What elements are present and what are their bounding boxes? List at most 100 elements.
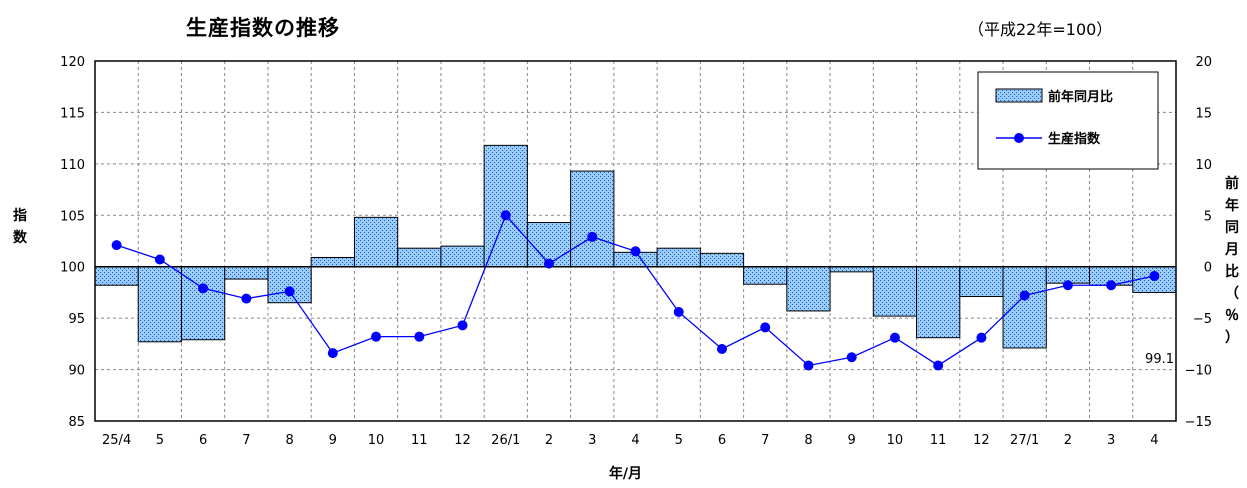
y2-tick-label: −5 — [1193, 312, 1212, 327]
index-point — [630, 246, 641, 257]
x-tick-label: 9 — [329, 433, 337, 448]
index-point — [673, 306, 684, 317]
x-tick-label: 11 — [411, 433, 428, 448]
y2-tick-label: 5 — [1204, 209, 1212, 224]
x-tick-label: 8 — [804, 433, 812, 448]
chart-subtitle: （平成22年=100） — [968, 20, 1113, 39]
bar — [699, 252, 745, 268]
index-point — [111, 240, 122, 251]
x-tick-label: 2 — [1064, 433, 1072, 448]
x-tick-label: 10 — [368, 433, 385, 448]
legend-bar-swatch — [995, 88, 1043, 103]
x-tick-label: 2 — [545, 433, 553, 448]
index-point — [803, 360, 814, 371]
legend-line-marker — [1014, 133, 1024, 143]
plot-frame — [94, 60, 1177, 422]
x-tick-label: 27/1 — [1010, 433, 1039, 448]
legend-bar-label: 前年同月比 — [1048, 89, 1113, 105]
legend-box — [977, 71, 1159, 170]
y2-tick-label: 15 — [1195, 106, 1212, 121]
index-point — [976, 332, 987, 343]
legend-line-label: 生産指数 — [1048, 131, 1101, 147]
x-tick-label: 9 — [848, 433, 856, 448]
bar — [872, 266, 918, 317]
y2-axis-title-char: ％ — [1225, 308, 1239, 324]
y2-axis-title-char: 同 — [1225, 220, 1239, 236]
y2-tick-label: −15 — [1185, 415, 1212, 430]
y2-axis-title-char: （ — [1225, 286, 1239, 302]
x-tick-label: 10 — [887, 433, 904, 448]
bar — [94, 266, 139, 286]
x-tick-label: 11 — [930, 433, 947, 448]
index-point — [414, 331, 425, 342]
index-point — [1106, 280, 1117, 291]
index-point — [544, 258, 555, 269]
y2-axis-title-char: 前 — [1225, 175, 1239, 192]
y-tick-label: 100 — [60, 261, 85, 276]
bar — [267, 266, 312, 304]
bar — [916, 266, 961, 339]
bar — [353, 216, 399, 268]
x-tick-label: 4 — [631, 433, 639, 448]
y-tick-label: 110 — [60, 158, 85, 173]
index-point — [760, 322, 771, 333]
y2-tick-label: 10 — [1195, 158, 1212, 173]
bar — [310, 256, 355, 268]
y2-tick-label: 0 — [1204, 261, 1212, 276]
y-tick-label: 105 — [60, 209, 85, 224]
x-tick-label: 5 — [675, 433, 683, 448]
x-tick-label: 8 — [285, 433, 293, 448]
bar — [829, 266, 874, 273]
index-point — [716, 344, 727, 354]
index-point — [500, 210, 511, 221]
y-tick-label: 115 — [60, 106, 85, 121]
y-tick-label: 85 — [68, 415, 85, 430]
x-tick-label: 6 — [718, 433, 726, 448]
x-axis-title: 年/月 — [609, 465, 642, 482]
index-point — [933, 360, 944, 371]
index-point — [1062, 280, 1073, 291]
x-tick-label: 4 — [1150, 433, 1158, 448]
index-point — [587, 231, 598, 242]
x-tick-label: 7 — [761, 433, 769, 448]
bar — [483, 144, 528, 268]
index-point — [198, 283, 209, 294]
index-point — [846, 352, 857, 363]
bar — [959, 266, 1004, 298]
index-point — [1019, 290, 1030, 301]
last-value-annotation: 99.1 — [1145, 352, 1174, 367]
x-tick-label: 6 — [199, 433, 207, 448]
index-point — [457, 320, 468, 331]
bar — [137, 266, 182, 343]
y-axis-title-char: 指 — [13, 207, 27, 224]
x-tick-label: 5 — [156, 433, 164, 448]
x-tick-label: 7 — [242, 433, 250, 448]
index-point — [889, 332, 900, 343]
index-point — [371, 331, 382, 342]
y-tick-label: 90 — [68, 364, 85, 379]
y-axis-title-char: 数 — [13, 229, 28, 246]
y-tick-label: 120 — [60, 55, 85, 70]
y2-axis-title-char: 月 — [1224, 242, 1239, 258]
bar — [397, 247, 442, 268]
index-point — [327, 348, 338, 359]
x-tick-label: 12 — [454, 433, 471, 448]
bar — [786, 266, 831, 312]
y2-axis-title-char: ） — [1225, 330, 1239, 346]
y2-tick-label: −10 — [1185, 364, 1212, 379]
y2-axis-title-char: 比 — [1225, 263, 1239, 280]
bar — [224, 266, 269, 280]
y2-tick-label: 20 — [1195, 55, 1212, 70]
index-point — [241, 293, 252, 304]
bar — [656, 247, 701, 268]
bar — [440, 245, 485, 268]
bar — [743, 266, 788, 285]
x-tick-label: 3 — [588, 433, 596, 448]
x-tick-label: 25/4 — [102, 433, 131, 448]
y2-axis-title-char: 年 — [1225, 197, 1239, 214]
bar — [570, 170, 615, 268]
chart-title: 生産指数の推移 — [186, 16, 340, 40]
y-tick-label: 95 — [68, 312, 85, 327]
x-tick-label: 26/1 — [491, 433, 520, 448]
